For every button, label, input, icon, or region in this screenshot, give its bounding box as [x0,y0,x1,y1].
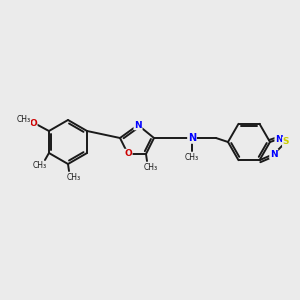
Text: CH₃: CH₃ [67,172,81,182]
Text: CH₃: CH₃ [17,115,31,124]
Text: N: N [188,133,196,143]
Text: CH₃: CH₃ [144,164,158,172]
Text: O: O [124,149,132,158]
Text: O: O [29,118,37,127]
Text: CH₃: CH₃ [185,152,199,161]
Text: N: N [270,150,278,159]
Text: CH₃: CH₃ [33,161,47,170]
Text: N: N [275,134,283,143]
Text: N: N [134,121,142,130]
Text: S: S [283,137,289,146]
